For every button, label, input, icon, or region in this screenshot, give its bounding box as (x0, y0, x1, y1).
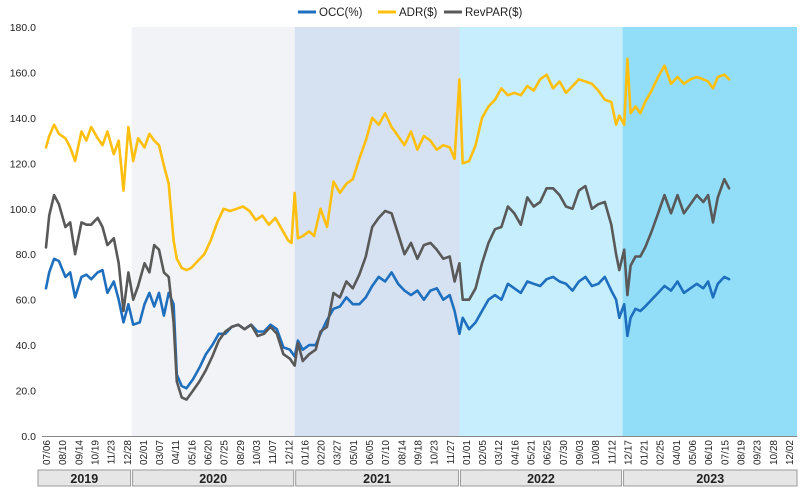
x-tick-label: 08/10 (58, 440, 69, 465)
x-tick-label: 10/19 (90, 440, 101, 465)
x-tick-label: 07/30 (559, 440, 570, 465)
year-box-2021 (295, 469, 459, 487)
x-tick-label: 11/07 (268, 440, 279, 465)
year-box-2022 (459, 469, 623, 487)
x-tick-label: 08/14 (397, 440, 408, 465)
x-tick-label: 09/14 (74, 440, 85, 465)
y-tick-label: 20.0 (16, 386, 37, 398)
x-tick-label: 01/01 (462, 440, 473, 465)
x-tick-label: 07/06 (42, 440, 53, 465)
y-axis-ticks: 0.0 20.0 40.0 60.0 80.0 100.0 120.0 140.0 160.0 1… (10, 22, 36, 443)
series-line-occ (44, 257, 731, 390)
legend-label: OCC(%) (319, 7, 363, 19)
year-band-2021 (294, 27, 460, 436)
x-tick-label: 11/23 (107, 440, 118, 465)
x-tick-label: 11/12 (607, 440, 618, 465)
legend: OCC(%) ADR($) RevPAR($) (298, 7, 522, 19)
year-box-2023 (623, 469, 798, 487)
year-band-2019 (42, 27, 132, 436)
x-tick-label: 12/12 (284, 440, 295, 465)
y-tick-label: 140.0 (10, 113, 36, 125)
x-tick-label: 03/27 (333, 440, 344, 465)
year-label: 2022 (527, 472, 555, 486)
year-box-2019 (37, 469, 132, 487)
x-tick-label: 10/08 (591, 440, 602, 465)
year-label: 2019 (70, 472, 98, 486)
y-tick-label: 100.0 (10, 204, 36, 216)
x-tick-label: 02/01 (139, 440, 150, 465)
x-tick-label: 10/23 (430, 440, 441, 465)
year-box-2020 (132, 469, 295, 487)
x-tick-label: 05/16 (187, 440, 198, 465)
x-tick-label: 07/10 (381, 440, 392, 465)
x-tick-label: 01/16 (300, 440, 311, 465)
x-tick-label: 02/25 (656, 440, 667, 465)
x-tick-label: 12/02 (785, 440, 796, 465)
x-tick-label: 06/25 (543, 440, 554, 465)
x-tick-label: 12/17 (623, 440, 634, 465)
year-label: 2021 (363, 472, 391, 486)
x-tick-label: 01/21 (640, 440, 651, 465)
x-tick-label: 04/01 (672, 440, 683, 465)
x-tick-label: 08/29 (236, 440, 247, 465)
year-label: 2020 (199, 472, 227, 486)
x-tick-label: 06/10 (704, 440, 715, 465)
x-tick-label: 09/23 (753, 440, 764, 465)
x-tick-label: 09/03 (575, 440, 586, 465)
year-shading-bands (42, 27, 797, 436)
x-tick-label: 05/06 (688, 440, 699, 465)
y-tick-label: 160.0 (10, 67, 36, 79)
y-tick-label: 120.0 (10, 158, 36, 170)
x-tick-label: 10/03 (252, 440, 263, 465)
x-tick-label: 07/15 (720, 440, 731, 465)
y-tick-label: 180.0 (10, 22, 36, 34)
year-label: 2023 (696, 472, 724, 486)
year-band-2023 (622, 27, 797, 436)
series-lines (44, 57, 731, 401)
x-tick-label: 09/18 (413, 440, 424, 465)
x-tick-label: 02/05 (478, 440, 489, 465)
legend-label: ADR($) (399, 7, 438, 19)
x-tick-label: 06/20 (204, 440, 215, 465)
x-tick-label: 03/12 (494, 440, 505, 465)
x-tick-label: 08/19 (736, 440, 747, 465)
series-line-revpar (44, 177, 731, 401)
legend-label: RevPAR($) (465, 7, 522, 19)
x-tick-label: 04/11 (171, 440, 182, 465)
x-tick-label: 07/25 (220, 440, 231, 465)
x-tick-label: 02/20 (317, 440, 328, 465)
x-tick-label: 05/21 (527, 440, 538, 465)
x-tick-label: 06/05 (365, 440, 376, 465)
x-tick-label: 03/07 (155, 440, 166, 465)
y-tick-label: 80.0 (16, 249, 37, 261)
x-tick-label: 04/16 (510, 440, 521, 465)
x-tick-label: 10/28 (769, 440, 780, 465)
y-tick-label: 0.0 (21, 431, 36, 443)
year-band-2022 (459, 27, 623, 436)
x-axis-ticks: 07/06 08/10 09/14 10/19 11/23 12/28 02/01 03/07… (42, 440, 796, 465)
x-tick-label: 12/28 (123, 440, 134, 465)
y-tick-label: 60.0 (16, 295, 37, 307)
year-labels: 2019 2020 2021 2022 2023 (37, 469, 798, 487)
y-tick-label: 40.0 (16, 340, 37, 352)
x-tick-label: 11/27 (446, 440, 457, 465)
series-line-adr (44, 57, 731, 272)
x-tick-label: 05/01 (349, 440, 360, 465)
